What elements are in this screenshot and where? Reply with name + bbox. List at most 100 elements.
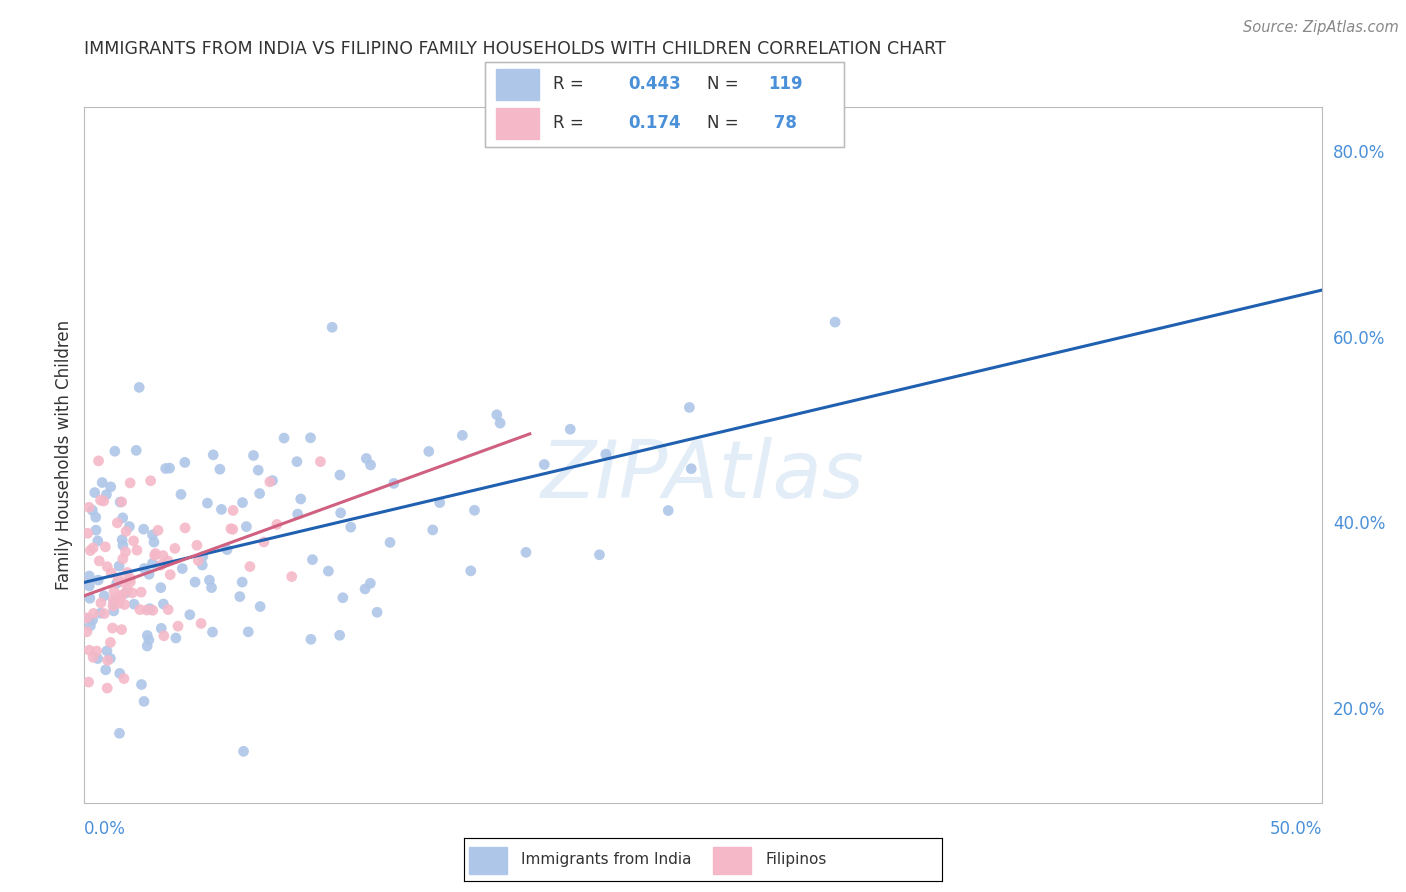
Point [82,650,104,665]
Point [249,486,271,500]
Point [201,625,224,640]
Point [103,596,125,610]
Text: 0.0%: 0.0% [84,820,127,838]
Point [150,621,173,635]
Point [104,444,127,458]
Point [120,574,142,589]
Point [83,485,105,500]
Point [418,444,440,458]
Point [219,522,242,536]
Bar [713,847,751,873]
Point [90,493,112,508]
Point [132,694,155,708]
Point [429,495,451,509]
Point [129,585,152,599]
Point [209,502,232,516]
Point [242,449,264,463]
Point [149,581,172,595]
Text: 40.0%: 40.0% [1333,516,1385,533]
Text: R =: R = [553,76,589,94]
Point [146,524,169,538]
Point [280,569,302,583]
Point [101,599,124,613]
Point [103,604,125,618]
Point [138,601,160,615]
Point [222,503,245,517]
Text: 60.0%: 60.0% [1333,330,1385,348]
Point [82,613,104,627]
Point [125,543,148,558]
Point [101,592,124,607]
Point [159,567,181,582]
Point [121,586,143,600]
Text: Source: ZipAtlas.com: Source: ZipAtlas.com [1243,20,1399,35]
Point [89,554,111,568]
Point [97,653,120,667]
Point [356,451,378,466]
Point [378,535,401,549]
Point [105,576,128,591]
Point [139,474,162,488]
Bar [496,70,538,100]
Point [111,511,134,525]
Point [170,487,193,501]
Point [94,540,117,554]
Point [329,628,352,642]
Point [120,475,142,490]
Point [657,503,679,517]
Point [163,541,186,556]
Point [108,726,131,740]
Text: 50.0%: 50.0% [1270,820,1322,838]
Point [382,476,405,491]
Point [153,629,176,643]
Point [86,651,108,665]
Point [172,561,194,575]
Point [79,543,101,558]
Point [79,569,101,583]
Point [309,455,332,469]
Point [122,533,145,548]
Point [111,588,134,602]
Point [131,677,153,691]
Point [191,558,214,572]
Point [100,480,122,494]
Point [134,561,156,575]
Point [111,552,134,566]
Point [120,572,142,586]
Point [143,549,166,563]
Point [152,597,174,611]
Point [115,582,138,597]
Bar [468,847,508,873]
Point [118,519,141,533]
Point [186,538,208,552]
Text: N =: N = [707,76,744,94]
Point [84,523,107,537]
Point [79,579,101,593]
Point [202,448,225,462]
Point [96,559,118,574]
Point [96,487,118,501]
Point [231,495,253,509]
Point [318,564,340,578]
Point [229,590,252,604]
Point [138,567,160,582]
Point [145,547,167,561]
Point [93,607,115,621]
Point [84,510,107,524]
Point [360,458,382,472]
Point [231,575,253,590]
Point [94,663,117,677]
Point [287,507,309,521]
Point [157,602,180,616]
Point [321,320,343,334]
Point [247,463,270,477]
Point [299,632,322,647]
Bar [496,108,538,139]
Point [138,632,160,647]
Point [117,566,139,580]
Point [122,597,145,611]
Point [460,564,482,578]
Point [100,566,122,580]
Point [208,462,231,476]
Point [285,455,308,469]
